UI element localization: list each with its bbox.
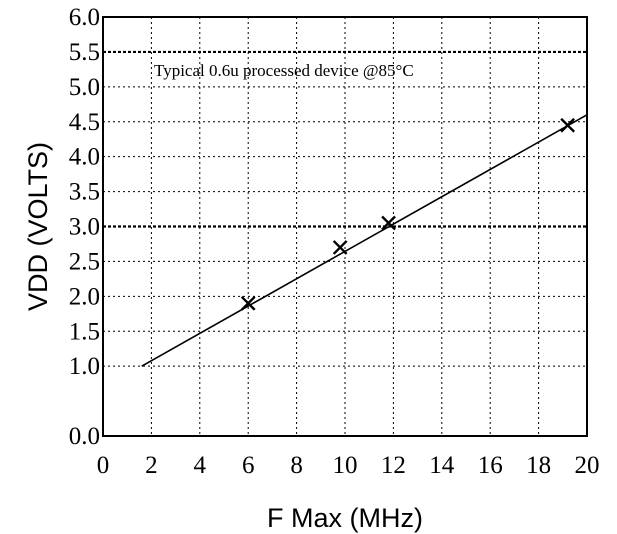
x-tick-label: 10 <box>333 452 358 479</box>
x-tick-label: 4 <box>194 452 207 479</box>
x-tick-label: 0 <box>97 452 110 479</box>
y-tick-label: 0.0 <box>69 423 100 450</box>
data-point-2 <box>332 240 348 255</box>
y-tick-label: 4.5 <box>69 109 100 136</box>
y-tick-label: 1.0 <box>69 353 100 380</box>
y-tick-label: 2.0 <box>69 283 100 310</box>
y-tick-label: 5.0 <box>69 74 100 101</box>
annotation: Typical 0.6u processed device @85°C <box>154 61 414 80</box>
grid <box>103 17 587 436</box>
x-tick-label: 12 <box>381 452 406 479</box>
y-tick-label: 2.5 <box>69 248 100 275</box>
y-tick-label: 6.0 <box>69 4 100 31</box>
x-tick-label: 14 <box>429 452 455 479</box>
x-axis-title: F Max (MHz) <box>267 503 423 533</box>
y-tick-label: 1.5 <box>69 318 100 345</box>
y-tick-label: 3.5 <box>69 179 100 206</box>
y-tick-label: 3.0 <box>69 214 100 241</box>
y-tick-labels: 0.0 1.0 1.5 2.0 2.5 3.0 3.5 4.0 4.5 5.0 5.5 6.0 <box>69 4 100 450</box>
x-tick-label: 6 <box>242 452 255 479</box>
x-tick-label: 16 <box>478 452 503 479</box>
x-tick-labels: 0 2 4 6 8 10 12 14 16 18 20 <box>97 452 600 479</box>
y-tick-label: 4.0 <box>69 144 100 171</box>
fit-line <box>141 114 588 367</box>
data-point-3 <box>381 215 396 231</box>
x-tick-label: 8 <box>290 452 303 479</box>
data-series <box>141 114 588 367</box>
x-tick-label: 2 <box>145 452 158 479</box>
y-axis-title: VDD (VOLTS) <box>23 142 53 311</box>
y-tick-label: 5.5 <box>69 39 100 66</box>
x-tick-label: 18 <box>526 452 551 479</box>
x-tick-label: 20 <box>575 452 600 479</box>
data-point-1 <box>240 295 256 311</box>
data-point-4 <box>560 117 575 133</box>
plot-frame <box>102 16 588 437</box>
